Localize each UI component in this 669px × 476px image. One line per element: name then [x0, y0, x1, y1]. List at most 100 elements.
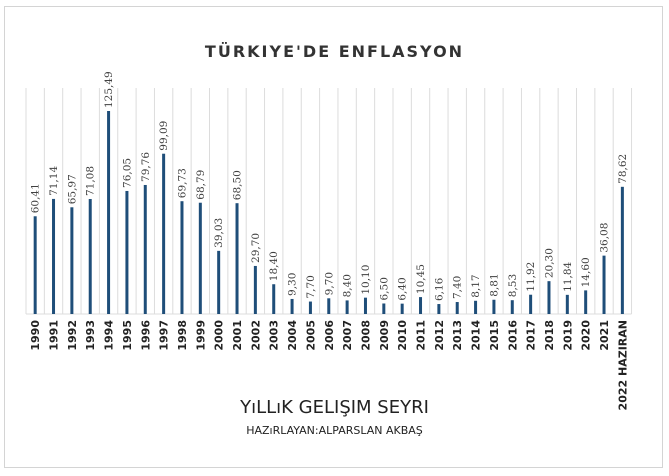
- bar-2012: [437, 304, 441, 314]
- bar-2020: [584, 290, 588, 314]
- bar-1996: [143, 184, 147, 314]
- bars: [33, 111, 624, 314]
- category-label: 1999: [194, 320, 207, 351]
- chart-credit: HAZıRLAYAN:ALPARSLAN AKBAŞ: [246, 424, 423, 437]
- category-label: 2011: [415, 320, 428, 351]
- value-label: 8,81: [488, 273, 500, 296]
- category-label: 2004: [286, 320, 299, 351]
- value-label: 76,05: [121, 158, 133, 188]
- value-label: 6,50: [378, 277, 390, 300]
- bar-2022-haziran: [620, 186, 624, 314]
- bar-1999: [198, 202, 202, 314]
- category-label: 2007: [341, 320, 354, 351]
- category-label: 2015: [488, 320, 501, 351]
- category-label: 1995: [121, 320, 134, 351]
- value-label: 14,60: [580, 257, 592, 287]
- bar-2009: [382, 303, 386, 314]
- value-label: 6,16: [433, 277, 445, 301]
- bar-2006: [327, 298, 331, 314]
- bar-2021: [602, 255, 606, 314]
- chart-title: TÜRKIYE'DE ENFLASYON: [204, 42, 465, 61]
- category-label: 2014: [470, 320, 483, 351]
- bar-2014: [474, 300, 478, 314]
- value-label: 9,70: [323, 272, 335, 295]
- category-label: 2020: [580, 320, 593, 351]
- bar-2017: [529, 294, 533, 314]
- category-label: 2017: [525, 320, 538, 351]
- category-label: 1998: [176, 320, 189, 351]
- bar-2018: [547, 281, 551, 314]
- category-label: 2019: [561, 320, 574, 351]
- value-label: 36,08: [599, 223, 611, 253]
- category-label: 1994: [103, 320, 116, 351]
- value-label: 99,09: [158, 121, 170, 151]
- bar-1992: [70, 207, 74, 314]
- value-label: 9,30: [287, 273, 299, 296]
- bar-1998: [180, 201, 184, 314]
- bar-2019: [565, 294, 569, 314]
- value-label: 60,41: [30, 183, 42, 213]
- value-label: 11,84: [562, 261, 574, 291]
- category-label: 2022 HAZIRAN: [616, 320, 629, 410]
- bar-1997: [162, 153, 166, 314]
- chart-subtitle: YıLLıK GELIŞIM SEYRI: [240, 397, 429, 418]
- bar-1990: [33, 216, 37, 314]
- category-label: 2002: [249, 320, 262, 351]
- bar-2011: [419, 297, 423, 314]
- bar-2000: [217, 250, 221, 314]
- category-label: 1992: [66, 320, 79, 351]
- category-label: 2013: [451, 320, 464, 351]
- category-label: 1997: [158, 320, 171, 351]
- category-label: 2010: [396, 320, 409, 351]
- category-label: 2008: [359, 320, 372, 351]
- value-label: 125,49: [103, 71, 115, 108]
- value-label: 78,62: [617, 154, 629, 184]
- value-label: 20,30: [543, 248, 555, 278]
- bar-1993: [88, 199, 92, 314]
- category-label: 2003: [268, 320, 281, 351]
- value-label: 29,70: [250, 233, 262, 263]
- category-label: 1993: [84, 320, 97, 351]
- value-label: 8,40: [342, 274, 354, 297]
- value-label: 7,70: [305, 275, 317, 298]
- category-label: 2001: [231, 320, 244, 351]
- bar-2010: [400, 303, 404, 314]
- bar-2007: [345, 300, 349, 314]
- category-label: 2016: [506, 320, 519, 351]
- category-label: 2018: [543, 320, 556, 351]
- bar-2003: [272, 284, 276, 314]
- value-label: 6,40: [397, 277, 409, 300]
- value-label: 69,73: [176, 168, 188, 198]
- bar-2015: [492, 299, 496, 314]
- category-label: 2012: [433, 320, 446, 351]
- category-label: 1991: [48, 320, 61, 351]
- bar-2005: [308, 301, 312, 314]
- category-label: 2021: [598, 320, 611, 351]
- bar-2013: [455, 302, 459, 314]
- bar-2004: [290, 298, 294, 314]
- category-labels: 1990 1991 1992 1993 1994 1995 1996 1997 1998 1999…: [29, 320, 629, 411]
- bar-2016: [510, 300, 514, 314]
- bar-1995: [125, 190, 129, 314]
- value-label: 39,03: [213, 218, 225, 248]
- value-label: 18,40: [268, 251, 280, 281]
- value-label: 68,79: [195, 170, 207, 200]
- bar-2002: [253, 265, 257, 314]
- bar-2008: [363, 297, 367, 314]
- value-label: 8,53: [507, 274, 519, 297]
- category-label: 2000: [213, 320, 226, 351]
- value-labels: 60,41 71,14 65,97 71,08 125,49 76,05 79,76 99,0…: [30, 71, 629, 301]
- value-label: 11,92: [525, 262, 537, 292]
- value-label: 68,50: [232, 170, 244, 200]
- category-label: 2005: [304, 320, 317, 351]
- bar-2001: [235, 203, 239, 314]
- category-label: 2009: [378, 320, 391, 351]
- category-label: 2006: [323, 320, 336, 351]
- value-label: 7,40: [452, 276, 464, 299]
- value-label: 71,08: [85, 166, 97, 196]
- chart-frame: [4, 6, 663, 468]
- value-label: 10,10: [360, 265, 372, 295]
- value-label: 10,45: [415, 264, 427, 294]
- category-label: 1996: [139, 320, 152, 351]
